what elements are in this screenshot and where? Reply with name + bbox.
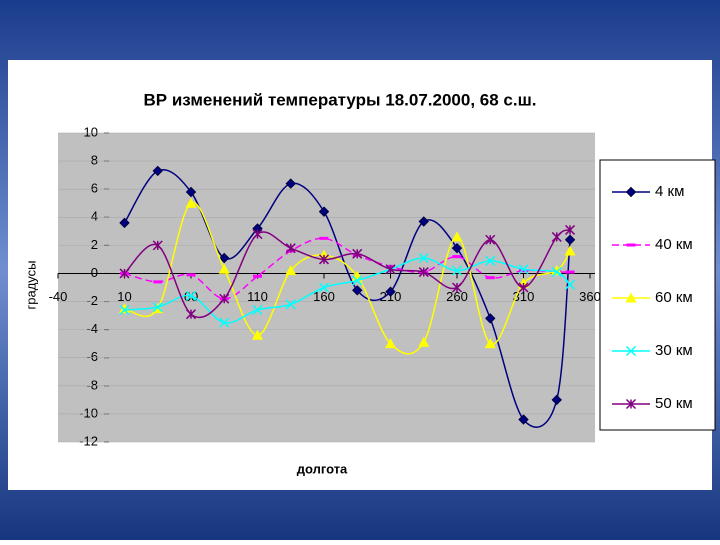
- data-point: [564, 234, 576, 245]
- data-point: [185, 186, 197, 198]
- data-point: [252, 229, 263, 240]
- data-point: [385, 338, 396, 349]
- data-point: [551, 267, 562, 278]
- data-point: [152, 240, 163, 251]
- data-point: [518, 264, 529, 275]
- y-tick-label: 4: [91, 209, 98, 224]
- data-point: [551, 394, 562, 406]
- y-tick-label: -2: [86, 293, 98, 308]
- data-point: [418, 216, 429, 227]
- data-point: [218, 263, 230, 274]
- legend-label: 40 км: [655, 236, 693, 253]
- data-point: [385, 264, 396, 275]
- data-point: [485, 255, 496, 266]
- data-point: [185, 290, 197, 301]
- legend-marker: [625, 398, 637, 410]
- legend-label: 60 км: [655, 289, 693, 306]
- data-point: [565, 224, 576, 235]
- legend-marker: [626, 243, 636, 247]
- data-point: [385, 286, 396, 297]
- y-tick-label: 10: [84, 124, 98, 139]
- x-tick-label: 360: [579, 289, 601, 304]
- y-tick-label: -4: [86, 321, 98, 336]
- x-tick-label: 160: [313, 289, 335, 304]
- data-point: [564, 245, 576, 256]
- y-tick-label: -12: [79, 433, 98, 448]
- legend-label: 30 км: [655, 342, 693, 359]
- data-point: [185, 309, 197, 320]
- data-point: [565, 270, 575, 274]
- data-point: [152, 165, 163, 177]
- x-tick-label: 110: [247, 289, 268, 304]
- data-point: [219, 293, 230, 304]
- legend-marker: [625, 292, 637, 303]
- plot-area: [58, 133, 595, 442]
- chart-title: ВР изменений температуры 18.07.2000, 68 …: [144, 90, 537, 109]
- data-point: [485, 276, 495, 280]
- data-point: [451, 231, 463, 242]
- data-point: [119, 217, 130, 229]
- data-point: [319, 236, 329, 240]
- y-tick-label: 2: [91, 237, 98, 252]
- y-tick-label: -10: [79, 405, 98, 420]
- legend-marker: [625, 186, 637, 198]
- data-point: [318, 254, 330, 265]
- data-point: [119, 303, 130, 314]
- data-point: [352, 285, 363, 296]
- x-axis-label: долгота: [297, 461, 348, 476]
- data-point: [219, 252, 230, 264]
- y-axis-label: градусы: [23, 261, 38, 310]
- data-point: [418, 252, 429, 264]
- data-point: [418, 336, 430, 347]
- data-point: [153, 280, 163, 284]
- data-point: [285, 265, 297, 276]
- data-point: [119, 304, 130, 316]
- y-tick-label: -6: [86, 349, 98, 364]
- legend-box: [599, 159, 716, 431]
- data-point: [252, 304, 263, 316]
- data-point: [186, 273, 196, 277]
- data-point: [519, 269, 528, 273]
- data-point: [318, 206, 330, 217]
- data-point: [285, 299, 296, 310]
- data-point: [451, 242, 463, 254]
- data-point: [451, 282, 463, 293]
- data-point: [253, 274, 262, 278]
- x-tick-label: 260: [446, 289, 468, 304]
- legend-marker: [625, 345, 637, 357]
- y-tick-label: 0: [91, 265, 98, 280]
- data-point: [452, 255, 462, 259]
- data-point: [352, 248, 363, 259]
- data-point: [518, 282, 529, 293]
- data-point: [119, 268, 130, 279]
- data-point: [485, 313, 496, 324]
- y-tick-label: 6: [91, 181, 98, 196]
- legend-label: 4 км: [655, 183, 684, 200]
- x-tick-label: 10: [117, 289, 131, 304]
- data-point: [285, 243, 296, 254]
- y-tick-label: 8: [91, 153, 98, 168]
- data-point: [451, 265, 463, 276]
- data-point: [485, 234, 496, 245]
- data-point: [252, 329, 263, 340]
- data-point: [152, 302, 163, 313]
- data-point: [484, 338, 496, 349]
- data-point: [565, 279, 576, 290]
- data-point: [352, 275, 363, 286]
- data-point: [418, 267, 429, 278]
- x-tick-label: -40: [49, 289, 68, 304]
- data-point: [219, 317, 230, 328]
- data-point: [185, 197, 197, 208]
- y-tick-label: -8: [86, 377, 98, 392]
- data-point: [285, 178, 296, 189]
- legend-label: 50 км: [655, 395, 693, 412]
- data-point: [518, 414, 529, 425]
- data-point: [551, 231, 562, 242]
- data-point: [318, 282, 330, 293]
